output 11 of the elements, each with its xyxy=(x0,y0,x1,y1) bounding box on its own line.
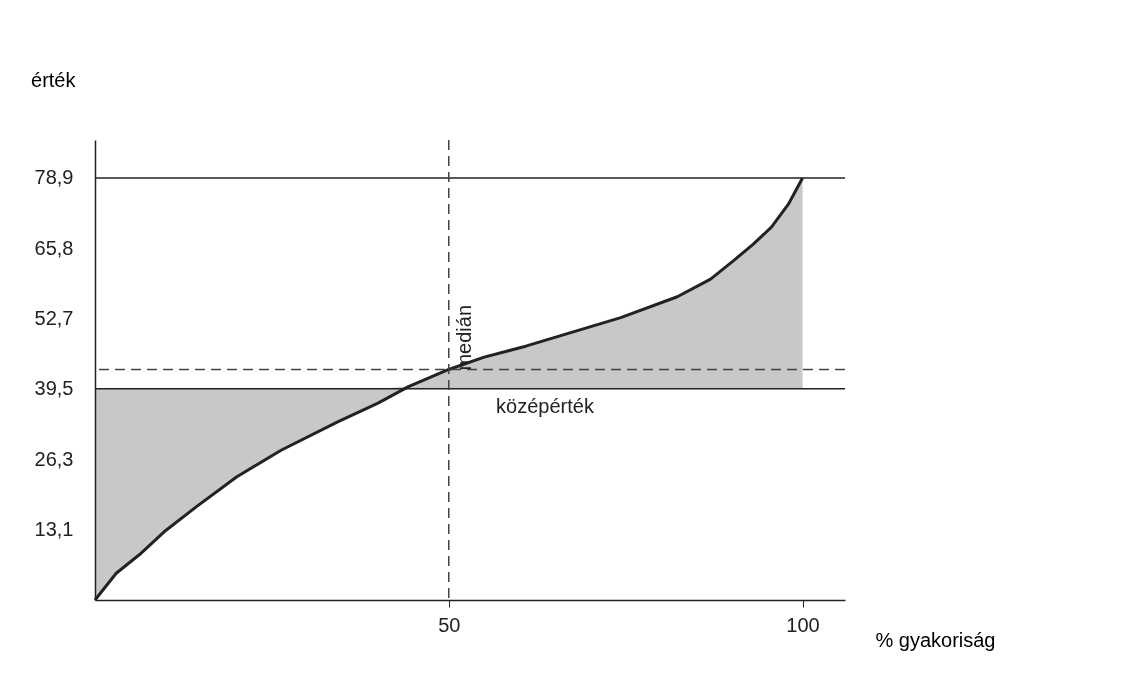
ref-line-label: középérték xyxy=(496,394,595,417)
x-tick-label: 50 xyxy=(438,613,461,636)
x-axis-title: % gyakoriság xyxy=(875,628,996,651)
y-tick-label: 13,1 xyxy=(34,518,74,541)
x-tick-label: 100 xyxy=(786,613,820,636)
y-tick-label: 26,3 xyxy=(34,447,74,470)
y-tick-label: 65,8 xyxy=(34,236,74,259)
y-tick-label: 39,5 xyxy=(34,377,74,400)
y-tick-label: 52,7 xyxy=(34,306,74,329)
y-tick-label: 78,9 xyxy=(34,166,74,189)
y-axis-title: érték xyxy=(31,68,77,91)
